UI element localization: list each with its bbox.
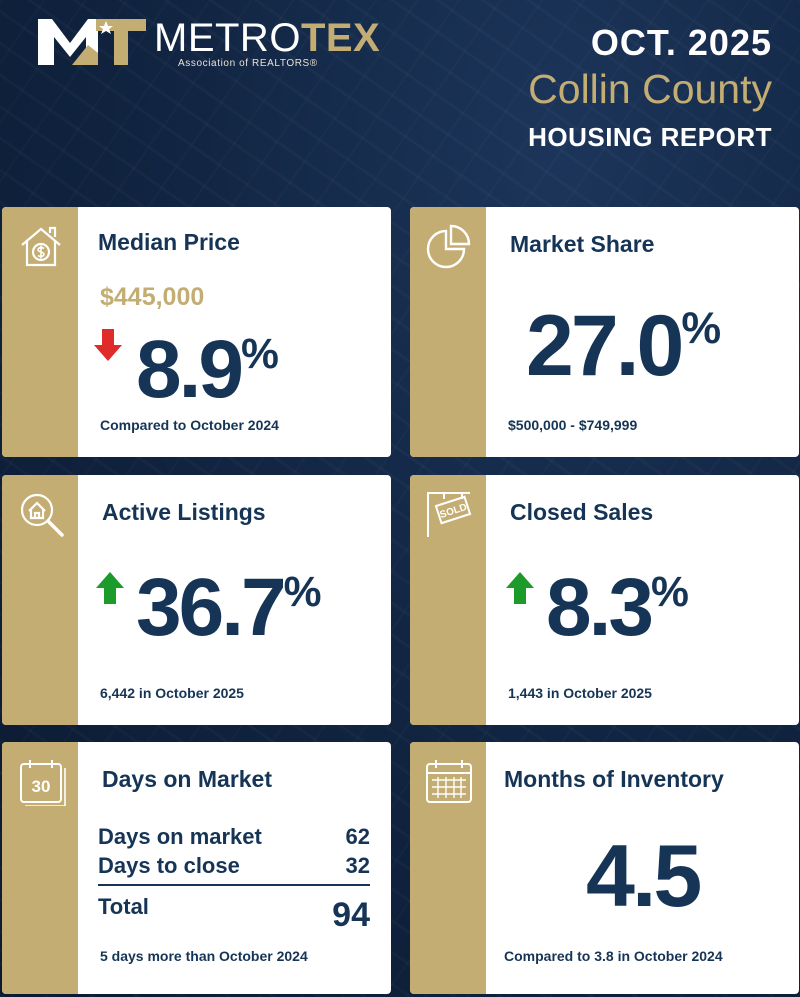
- calendar-day-number: 30: [32, 777, 51, 796]
- house-search-icon: [20, 493, 64, 537]
- median-price-value: $445,000: [100, 283, 205, 311]
- card-title: Active Listings: [102, 499, 266, 525]
- closed-sales-card: SOLD Closed Sales 8.3% 1,443 in October …: [410, 475, 799, 725]
- active-listings-change: 36.7%: [136, 567, 322, 649]
- house-dollar-icon: [21, 226, 61, 267]
- change-value: 8.9: [136, 324, 244, 415]
- row-label: Days on market: [98, 824, 262, 849]
- mt-logo-mark-icon: [38, 19, 146, 65]
- metrotex-logo: METROTEX Association of REALTORS®: [36, 15, 380, 69]
- sold-sign-icon: SOLD: [427, 492, 472, 537]
- card-note: $500,000 - $749,999: [508, 417, 638, 433]
- county-name: Collin County: [528, 66, 772, 112]
- market-share-card: Market Share 27.0% $500,000 - $749,999: [410, 207, 799, 457]
- percent-sign: %: [681, 304, 722, 353]
- percent-sign: %: [283, 568, 322, 616]
- card-title: Market Share: [510, 231, 655, 257]
- median-price-change: 8.9%: [136, 329, 279, 411]
- months-inventory-value: 4.5: [586, 826, 702, 925]
- share-value: 27.0: [526, 298, 684, 394]
- card-note: 5 days more than October 2024: [100, 948, 308, 964]
- dom-row-total: Total 94: [98, 894, 370, 934]
- dom-row-days-to-close: Days to close 32: [98, 853, 370, 879]
- closed-sales-change: 8.3%: [546, 567, 689, 649]
- row-value: 32: [345, 853, 370, 878]
- card-title: Closed Sales: [510, 499, 654, 525]
- card-title: Median Price: [98, 229, 240, 255]
- calendar-grid-icon: [426, 760, 472, 803]
- total-label: Total: [98, 894, 149, 919]
- card-accent-strip: [410, 742, 486, 994]
- total-divider: [98, 884, 370, 886]
- logo-wordmark: METROTEX: [154, 15, 380, 61]
- pie-chart-icon: [426, 224, 471, 269]
- arrow-up-icon: [506, 572, 534, 604]
- report-date: OCT. 2025: [590, 22, 772, 63]
- arrow-up-icon: [96, 572, 124, 604]
- percent-sign: %: [651, 568, 689, 616]
- row-label: Days to close: [98, 853, 240, 878]
- days-on-market-card: 30 Days on Market 5 days more than Octob…: [2, 742, 391, 994]
- calendar-30-icon: 30: [20, 760, 66, 806]
- market-share-value: 27.0%: [526, 303, 721, 389]
- card-note: 6,442 in October 2025: [100, 685, 244, 701]
- row-value: 62: [345, 824, 370, 849]
- card-accent-strip: [2, 207, 78, 457]
- percent-sign: %: [241, 330, 279, 378]
- card-title: Days on Market: [102, 766, 273, 792]
- card-note: Compared to October 2024: [100, 417, 279, 433]
- arrow-down-icon: [94, 329, 122, 361]
- change-value: 8.3: [546, 562, 654, 653]
- card-note: 1,443 in October 2025: [508, 685, 652, 701]
- card-note: Compared to 3.8 in October 2024: [504, 948, 723, 964]
- months-inventory-card: Months of Inventory 4.5 Compared to 3.8 …: [410, 742, 799, 994]
- logo-word-white: METRO: [154, 16, 301, 60]
- card-accent-strip: [410, 475, 486, 725]
- card-title: Months of Inventory: [504, 766, 724, 792]
- median-price-card: Median Price $445,000 8.9% Compared to O…: [2, 207, 391, 457]
- active-listings-card: Active Listings 36.7% 6,442 in October 2…: [2, 475, 391, 725]
- logo-subtitle: Association of REALTORS®: [178, 58, 318, 69]
- total-value: 94: [332, 896, 370, 934]
- dom-row-days-on-market: Days on market 62: [98, 824, 370, 850]
- logo-word-gold: TEX: [300, 16, 381, 60]
- report-title: HOUSING REPORT: [528, 122, 772, 152]
- change-value: 36.7: [136, 562, 287, 653]
